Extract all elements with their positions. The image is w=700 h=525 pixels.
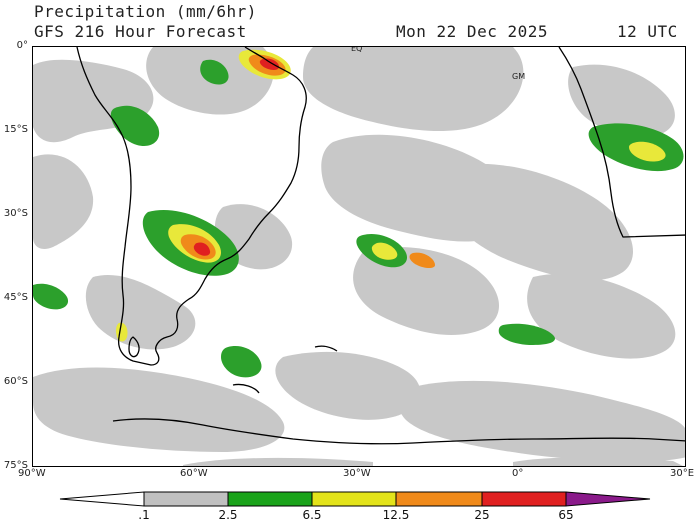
map-canvas: EQ GM (33, 47, 685, 466)
coastline-layer (76, 47, 685, 445)
lon-label-30w: 30°W (343, 468, 371, 479)
lon-label-60w: 60°W (180, 468, 208, 479)
colorbar-label-6.5: 6.5 (302, 508, 322, 522)
equator-marker: EQ (351, 47, 362, 53)
colorbar-segment-very-heavy (395, 491, 483, 507)
lat-label-30s: 30°S (3, 208, 28, 219)
lat-label-60s: 60°S (3, 376, 28, 387)
extreme-precip-layer (193, 58, 280, 256)
colorbar-label-12.5: 12.5 (382, 508, 410, 522)
lon-label-0: 0° (512, 468, 524, 479)
colorbar-segment-highest (565, 491, 651, 507)
colorbar-segment-moderate (227, 491, 313, 507)
map-title: Precipitation (mm/6hr) (34, 2, 257, 21)
lon-label-90w: 90°W (18, 468, 46, 479)
lat-label-45s: 45°S (3, 292, 28, 303)
colorbar-label-0.1: .1 (138, 508, 150, 522)
lat-label-15s: 15°S (3, 124, 28, 135)
valid-date: Mon 22 Dec 2025 (396, 22, 548, 41)
colorbar-label-2.5: 2.5 (218, 508, 238, 522)
map-markers: EQ GM (351, 47, 525, 81)
colorbar-segment-light (143, 491, 229, 507)
lat-label-0: 0° (16, 40, 28, 51)
colorbar-segment-heavy (311, 491, 397, 507)
valid-time: 12 UTC (617, 22, 678, 41)
light-precip-layer (33, 47, 685, 466)
colorbar (59, 491, 651, 507)
colorbar-label-65: 65 (558, 508, 574, 522)
colorbar-label-25: 25 (474, 508, 490, 522)
colorbar-segment-extreme (481, 491, 567, 507)
lon-label-30e: 30°E (670, 468, 695, 479)
precipitation-map: EQ GM (32, 46, 686, 467)
greenwich-marker: GM (512, 72, 525, 81)
lat-label-75s: 75°S (3, 460, 28, 471)
forecast-label: GFS 216 Hour Forecast (34, 22, 247, 41)
colorbar-segment-lowest (59, 491, 145, 507)
